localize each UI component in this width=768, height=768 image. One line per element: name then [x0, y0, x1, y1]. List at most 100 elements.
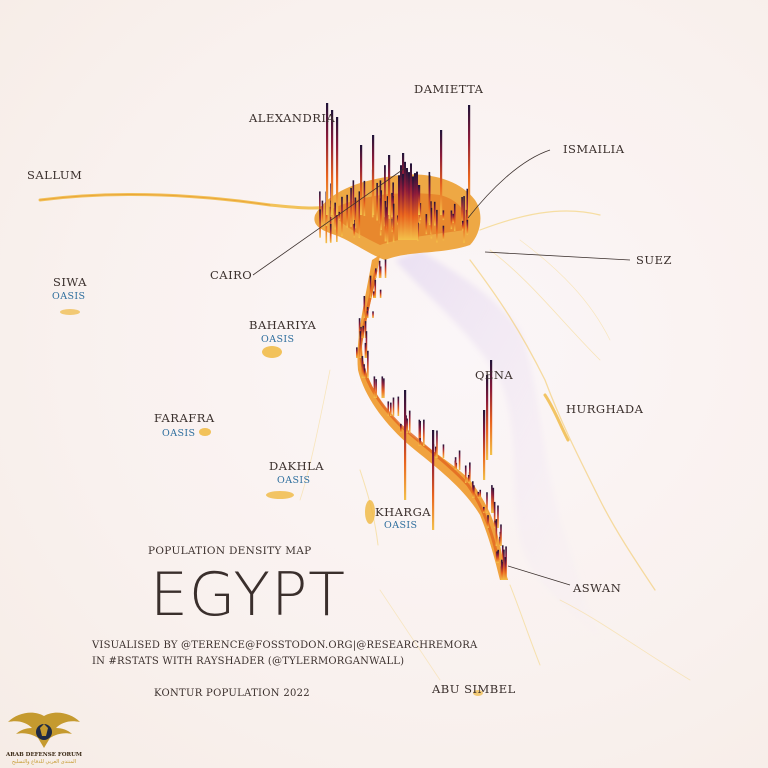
density-spike [483, 410, 486, 480]
density-spike [336, 117, 339, 215]
coastline-settlements [38, 193, 691, 681]
density-spike [468, 105, 471, 215]
density-spike [400, 165, 402, 240]
density-spike [406, 418, 408, 433]
density-spike [408, 410, 411, 433]
label-damietta: DAMIETTA [414, 82, 484, 96]
density-spike [378, 260, 381, 278]
density-spike [452, 213, 455, 223]
density-spike [397, 215, 399, 225]
density-spike [358, 318, 361, 338]
density-spike [419, 203, 422, 221]
terrain-shadow [395, 250, 600, 640]
density-spike [472, 481, 474, 498]
label-ismailia: ISMAILIA [563, 142, 625, 156]
density-spike [384, 259, 387, 278]
density-spike [495, 519, 498, 546]
density-spike [338, 211, 341, 220]
density-spike [450, 210, 453, 230]
density-spike [390, 402, 392, 416]
label-siwa: SIWA [53, 275, 87, 289]
density-spike [392, 397, 395, 416]
density-spike [404, 390, 407, 500]
label-sallum: SALLUM [27, 168, 83, 182]
density-spike [425, 214, 428, 235]
density-spike [397, 396, 400, 416]
density-spike [434, 446, 437, 458]
map-title: EGYPT [150, 560, 346, 630]
density-spike [379, 266, 382, 278]
density-spike [326, 103, 329, 215]
density-spike [463, 196, 465, 243]
density-spike [354, 197, 357, 229]
density-spike [442, 444, 445, 458]
density-spike [487, 515, 489, 528]
density-spike [375, 268, 377, 278]
label-qena: QENA [475, 368, 514, 382]
density-spike [350, 187, 352, 227]
density-spike [419, 438, 421, 446]
density-spike [379, 289, 382, 298]
density-spike [410, 163, 412, 240]
density-spike [406, 168, 408, 240]
density-spike [387, 401, 390, 416]
density-spike [436, 430, 438, 458]
label-dakhla: DAKHLA [269, 459, 325, 473]
density-spike [372, 291, 375, 298]
density-spike [391, 192, 393, 217]
density-spike [442, 225, 445, 241]
density-spike [453, 203, 456, 231]
density-spike [442, 210, 445, 221]
density-spike [385, 208, 388, 229]
density-spike [428, 175, 431, 226]
density-spike [404, 161, 406, 240]
density-spike [353, 223, 356, 238]
density-spike [504, 557, 507, 580]
density-spike [383, 378, 385, 398]
density-spike [384, 165, 386, 218]
density-spike [497, 505, 499, 528]
density-spike [346, 194, 348, 228]
density-spike [384, 200, 387, 242]
density-spike [494, 520, 496, 528]
density-spike [392, 203, 395, 243]
label-kharga: KHARGA [375, 505, 432, 519]
label-cairo: CAIRO [210, 268, 253, 282]
density-spike [319, 209, 321, 238]
density-spike [412, 176, 414, 240]
density-spike [418, 419, 421, 446]
density-spike [400, 423, 402, 433]
density-spike [374, 279, 377, 298]
density-spike [469, 462, 471, 483]
label-farafra: FARAFRA [154, 411, 215, 425]
watermark-line-2: المنتدى العربي للدفاع والتسليح [11, 759, 77, 765]
density-spike [436, 209, 438, 243]
density-spike [375, 379, 377, 398]
density-spike [501, 559, 503, 580]
density-spike [461, 220, 464, 231]
density-spike [366, 311, 369, 318]
density-spike [341, 196, 343, 237]
watermark-line-1: ARAB DEFENSE FORUM [6, 752, 82, 758]
density-spike [360, 145, 363, 215]
density-spike [499, 536, 501, 546]
density-spike [321, 200, 324, 225]
density-spike [362, 325, 365, 338]
density-spike [380, 190, 382, 230]
density-spike [402, 173, 404, 240]
density-spike [501, 545, 504, 563]
density-spike [491, 485, 493, 513]
label-hurghada: HURGHADA [566, 402, 644, 416]
label-suez: SUEZ [636, 253, 672, 267]
density-spike [430, 207, 433, 239]
label-aswan: ASWAN [573, 581, 622, 595]
density-spike [418, 185, 421, 215]
density-spike [461, 197, 463, 225]
label-abu-simbel: ABU SIMBEL [432, 682, 516, 696]
density-spike [365, 331, 368, 358]
density-spike [331, 110, 334, 215]
map-subtitle: POPULATION DENSITY MAP [148, 545, 312, 557]
density-spike [408, 172, 410, 240]
label-bahariya: BAHARIYA [249, 318, 317, 332]
